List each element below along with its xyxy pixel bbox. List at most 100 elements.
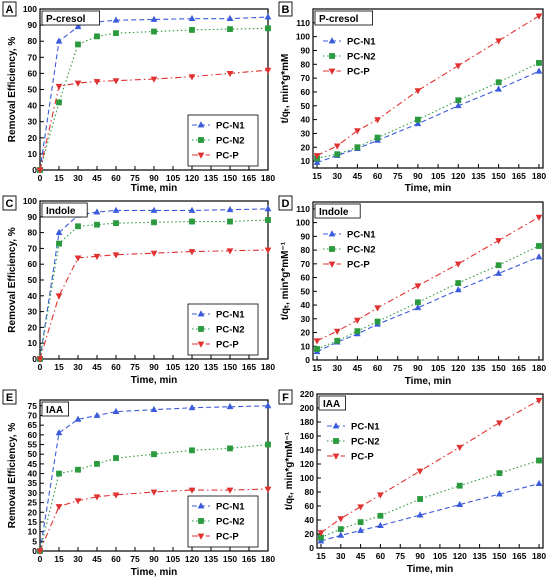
y-tick-label: 30 bbox=[28, 117, 38, 127]
legend-marker bbox=[197, 341, 205, 348]
x-tick-label: 150 bbox=[492, 551, 506, 561]
data-point bbox=[313, 153, 321, 160]
data-point bbox=[454, 261, 462, 268]
x-tick-label: 75 bbox=[393, 363, 403, 373]
panel-letter-box bbox=[2, 389, 17, 405]
data-point bbox=[226, 248, 234, 255]
x-tick-label: 105 bbox=[433, 551, 447, 561]
y-axis-label: t/qₜ, min*g*mM⁻¹ bbox=[280, 241, 291, 320]
data-point bbox=[354, 328, 361, 335]
series-line-pc-p bbox=[39, 249, 269, 360]
data-point bbox=[536, 60, 542, 66]
panel-letter: B bbox=[282, 4, 290, 16]
y-tick-label: 100 bbox=[296, 218, 310, 228]
x-tick-label: 165 bbox=[512, 171, 526, 181]
data-point bbox=[151, 219, 157, 226]
x-tick-label: 150 bbox=[492, 363, 506, 373]
data-point bbox=[226, 205, 234, 213]
x-tick-label: 120 bbox=[451, 171, 465, 181]
x-tick-label: 105 bbox=[431, 363, 445, 373]
data-point bbox=[357, 519, 364, 525]
x-tick-label: 120 bbox=[185, 173, 199, 183]
series-line-pc-p bbox=[320, 399, 540, 534]
y-tick-label: 40 bbox=[28, 469, 38, 479]
data-point bbox=[227, 26, 233, 33]
y-tick-label: 50 bbox=[28, 275, 38, 285]
y-tick-label: 40 bbox=[305, 515, 315, 525]
x-axis-label: Time, min bbox=[131, 375, 178, 386]
series-line-pc-n1 bbox=[316, 256, 540, 353]
chart-panel-a: 0 15 30 45 60 75 90 105 120 135 150 165 180 0 10 20 30 40… bbox=[2, 1, 275, 194]
x-tick-label: 165 bbox=[242, 173, 256, 183]
data-point bbox=[495, 269, 502, 276]
data-point bbox=[112, 492, 120, 499]
y-tick-label: 10 bbox=[28, 338, 38, 348]
y-tick-label: 100 bbox=[23, 196, 37, 206]
data-point bbox=[55, 293, 63, 300]
legend-marker bbox=[328, 261, 336, 268]
data-point bbox=[264, 67, 272, 74]
data-point bbox=[414, 304, 422, 311]
legend-label: PC-N1 bbox=[216, 121, 245, 132]
data-point bbox=[94, 460, 100, 467]
legend-label: PC-N2 bbox=[347, 245, 376, 256]
series-line-pc-n2 bbox=[316, 62, 540, 159]
y-tick-label: 70 bbox=[301, 73, 311, 83]
x-tick-label: 60 bbox=[111, 173, 121, 183]
y-tick-label: 60 bbox=[28, 430, 38, 440]
legend-marker bbox=[332, 453, 340, 460]
series-line-pc-n1 bbox=[39, 208, 269, 360]
data-point bbox=[264, 247, 272, 254]
data-point bbox=[189, 218, 195, 225]
panel-letter-box bbox=[278, 195, 293, 211]
y-tick-label: 60 bbox=[305, 501, 315, 511]
y-tick-label: 30 bbox=[28, 307, 38, 317]
series-line-pc-n2 bbox=[316, 245, 540, 350]
x-axis-label: Time, min bbox=[131, 567, 178, 578]
data-point bbox=[56, 99, 62, 106]
y-tick-label: 10 bbox=[28, 527, 38, 537]
panel-letter: D bbox=[282, 198, 290, 210]
data-point bbox=[150, 15, 158, 22]
y-tick-label: 80 bbox=[301, 59, 311, 69]
data-point bbox=[36, 548, 44, 555]
x-tick-label: 0 bbox=[38, 362, 43, 372]
y-tick-label: 140 bbox=[300, 445, 314, 455]
x-tick-label: 165 bbox=[512, 551, 526, 561]
legend-marker bbox=[197, 152, 205, 159]
data-point bbox=[112, 16, 120, 23]
x-tick-label: 135 bbox=[471, 171, 485, 181]
data-point bbox=[454, 286, 462, 293]
data-point bbox=[264, 486, 272, 493]
y-tick-label: 220 bbox=[300, 389, 314, 399]
data-point bbox=[93, 79, 101, 86]
data-point bbox=[314, 346, 320, 352]
compound-label: P-cresol bbox=[319, 14, 359, 25]
y-tick-label: 110 bbox=[296, 204, 310, 214]
x-tick-label: 120 bbox=[453, 551, 467, 561]
data-point bbox=[377, 521, 384, 528]
y-tick-label: 20 bbox=[305, 529, 315, 539]
data-point bbox=[112, 407, 120, 414]
data-point bbox=[354, 128, 361, 135]
data-point bbox=[456, 482, 463, 489]
x-tick-label: 135 bbox=[472, 551, 486, 561]
y-tick-label: 5 bbox=[32, 536, 37, 546]
series-line-pc-n1 bbox=[39, 405, 269, 552]
panel-letter-box bbox=[278, 389, 293, 405]
data-point bbox=[189, 447, 195, 454]
x-tick-label: 150 bbox=[223, 173, 237, 183]
compound-label-box bbox=[318, 395, 347, 411]
data-point bbox=[456, 500, 464, 507]
x-tick-label: 90 bbox=[149, 173, 159, 183]
legend-label: PC-P bbox=[351, 452, 374, 463]
data-point bbox=[337, 526, 344, 532]
y-tick-label: 25 bbox=[28, 498, 38, 508]
series-line-pc-n2 bbox=[320, 459, 540, 539]
x-tick-label: 120 bbox=[451, 363, 465, 373]
x-tick-label: 90 bbox=[413, 171, 423, 181]
compound-label: Indole bbox=[46, 206, 76, 217]
x-tick-label: 120 bbox=[185, 554, 199, 564]
x-tick-label: 180 bbox=[261, 554, 275, 564]
